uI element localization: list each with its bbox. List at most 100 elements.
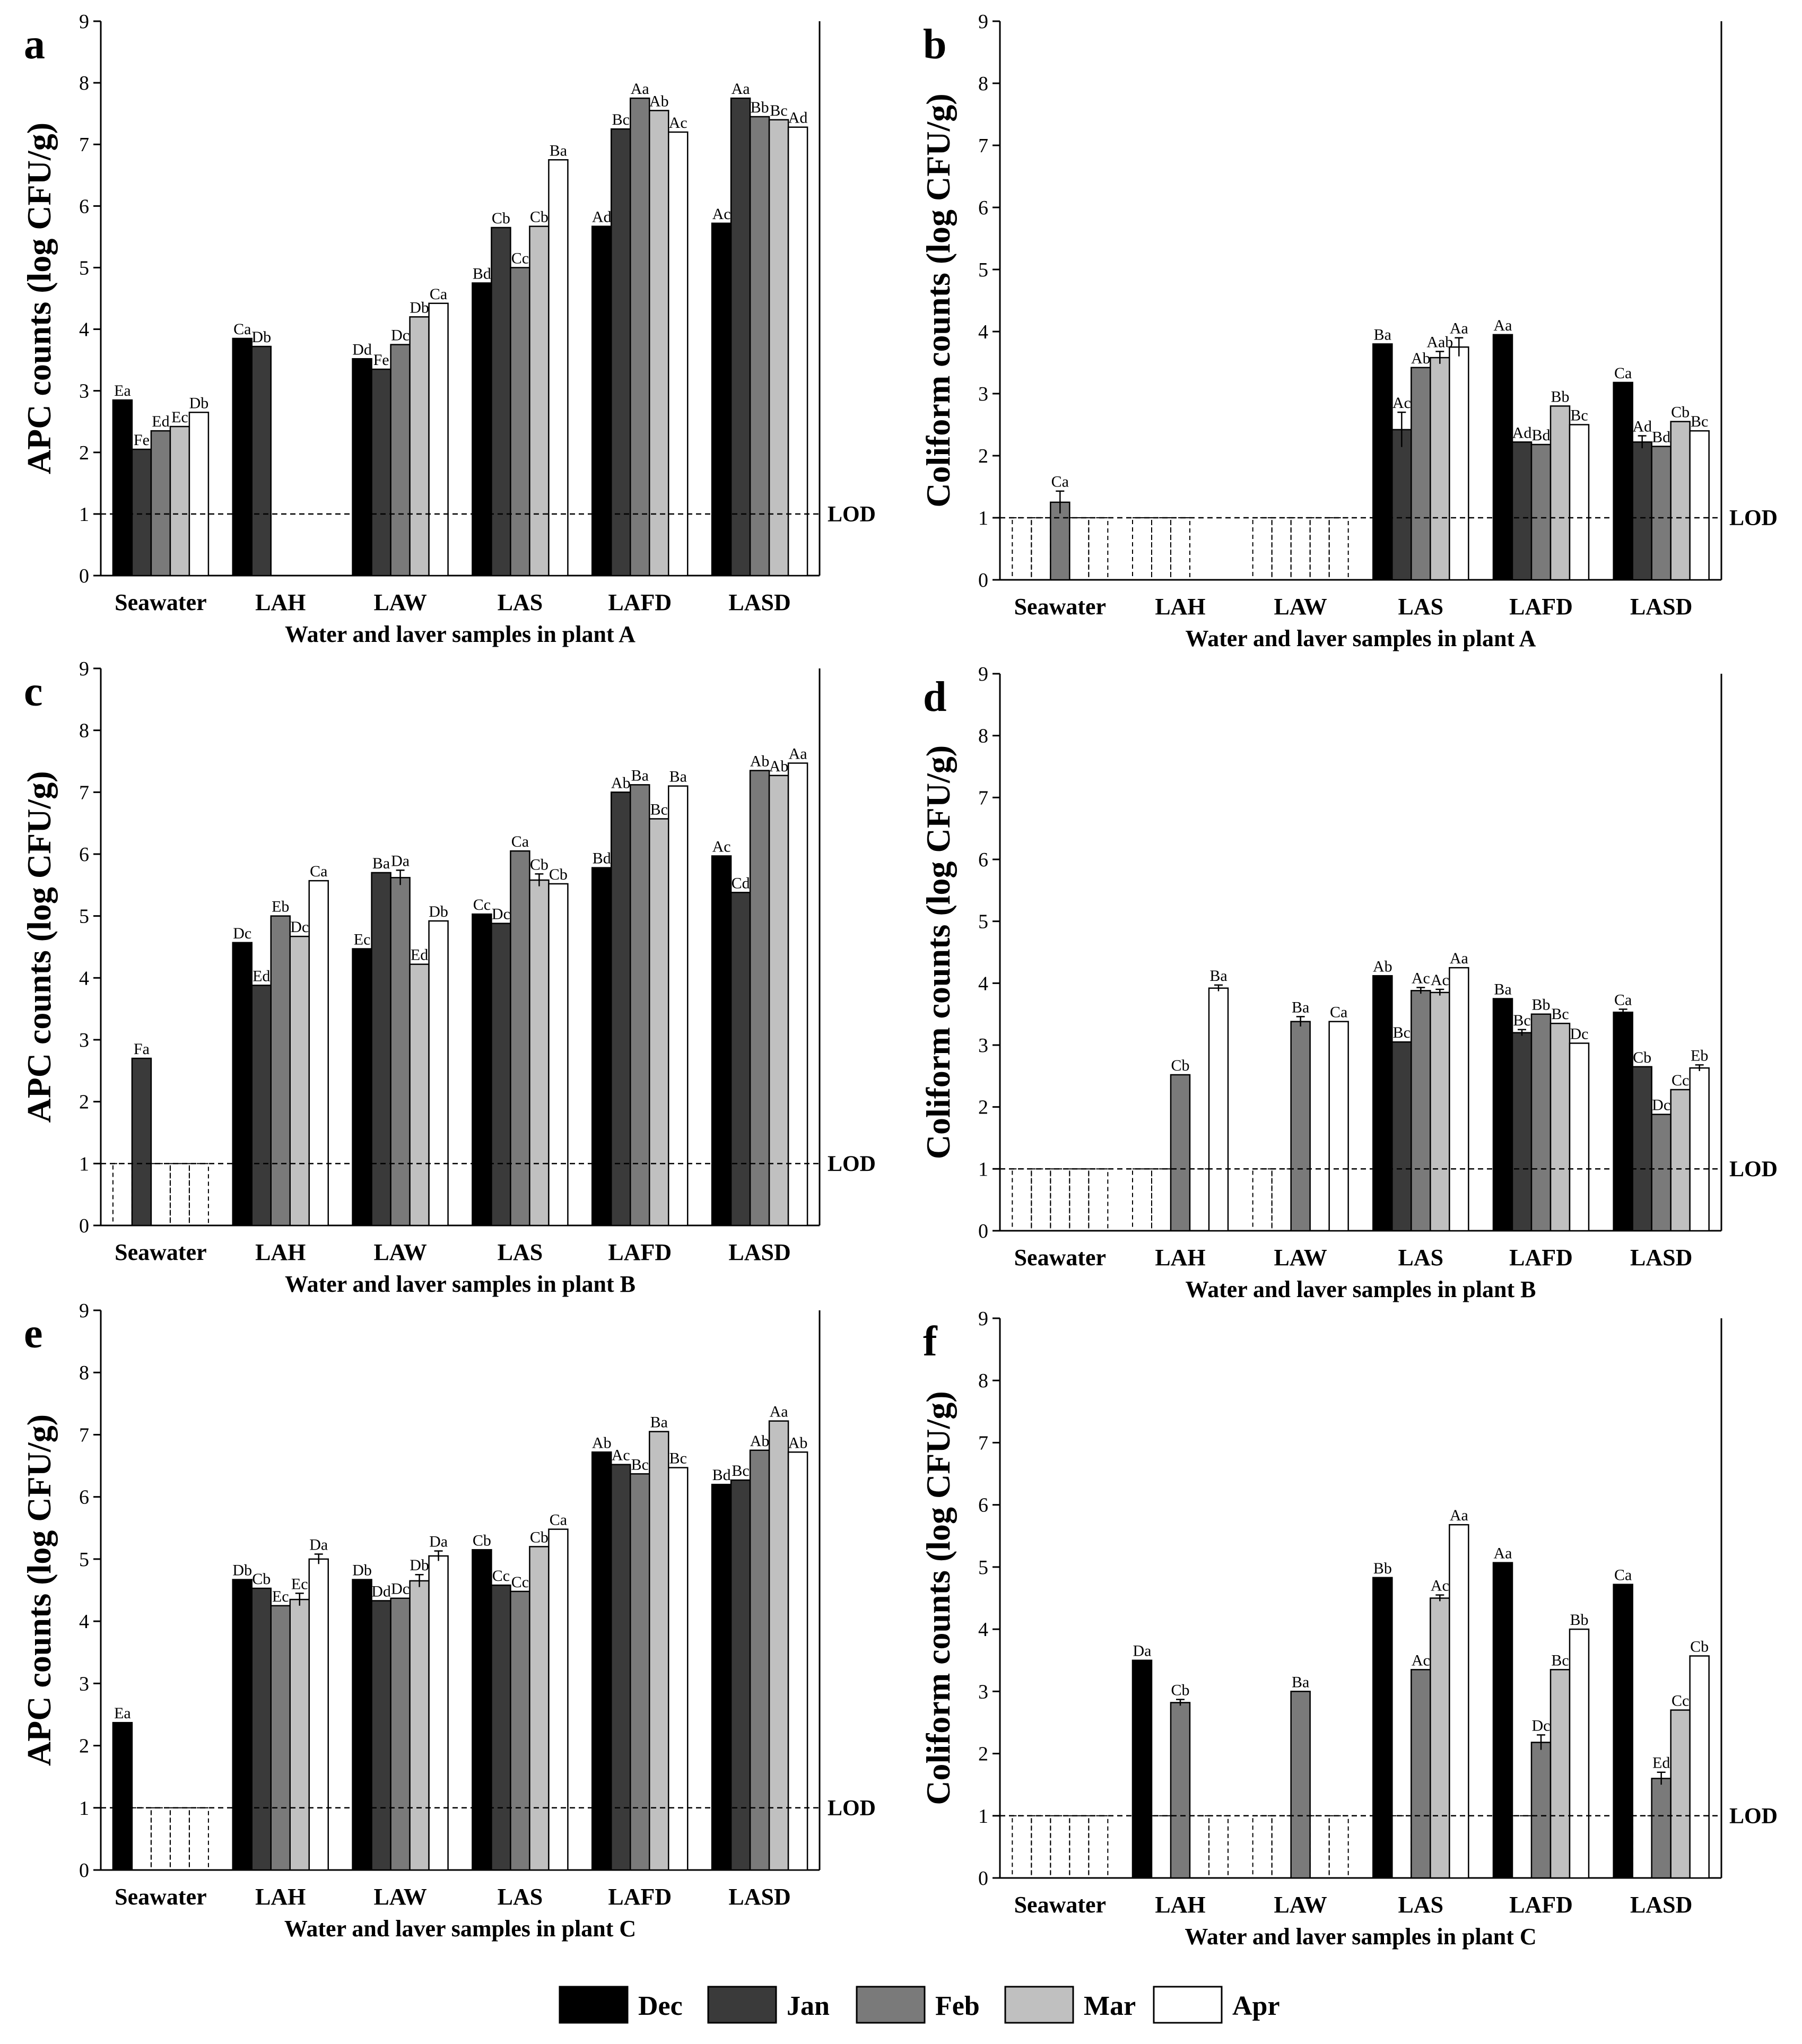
bar-below-lod-mar	[1309, 517, 1330, 580]
bar-below-lod-feb	[1290, 517, 1311, 580]
legend-swatch	[707, 1986, 777, 2024]
bar-below-lod-feb	[150, 1807, 171, 1871]
bar-dec	[711, 855, 732, 1227]
bar-feb	[749, 1449, 770, 1871]
significance-label: Ea	[114, 382, 131, 399]
significance-label: Aa	[1450, 1507, 1468, 1524]
significance-label: Eb	[272, 898, 289, 916]
bar-feb	[1411, 1669, 1431, 1879]
y-tick-label: 3	[79, 1029, 89, 1051]
bar-feb	[1170, 1702, 1191, 1879]
bar-below-lod-apr	[1328, 517, 1349, 580]
significance-label: Dc	[391, 1580, 410, 1598]
category-label: LAS	[1398, 594, 1444, 620]
y-tick-label: 7	[978, 787, 988, 809]
significance-label: Aa	[1494, 317, 1512, 334]
bar-dec	[591, 1451, 612, 1871]
category-label: Seawater	[115, 1884, 207, 1910]
bar-below-lod-jan	[1512, 1815, 1532, 1879]
panel-letter: e	[24, 1310, 43, 1357]
y-tick-label: 0	[978, 569, 988, 592]
bar-feb	[749, 770, 770, 1227]
bar-feb	[390, 344, 411, 577]
bar-dec	[1613, 381, 1633, 581]
significance-label: Da	[309, 1536, 328, 1554]
y-tick-label: 1	[978, 507, 988, 529]
lod-label: LOD	[828, 1796, 876, 1821]
significance-label: Fe	[134, 431, 150, 449]
bar-dec	[112, 1721, 133, 1871]
y-axis-title: Coliform counts (log CFU/g)	[919, 93, 957, 507]
y-tick-label: 2	[79, 1091, 89, 1114]
significance-label: Cd	[732, 874, 750, 892]
bar-dec	[352, 358, 372, 577]
bar-dec	[591, 867, 612, 1227]
significance-label: Ca	[233, 320, 251, 338]
category-label: LAS	[498, 1884, 543, 1910]
y-tick-label: 4	[978, 1619, 988, 1641]
significance-label: Dd	[352, 341, 372, 358]
y-tick-label: 5	[79, 1549, 89, 1571]
significance-label: Ab	[750, 753, 770, 770]
significance-label: Bc	[1570, 407, 1588, 424]
bar-feb	[1411, 990, 1431, 1232]
y-axis-title: Coliform counts (log CFU/g)	[919, 1391, 957, 1805]
y-tick-label: 7	[79, 781, 89, 804]
category-label: LAW	[1274, 594, 1327, 620]
significance-label: Aa	[770, 1403, 788, 1421]
bar-dec	[232, 1579, 253, 1871]
bar-below-lod-feb	[150, 1163, 171, 1226]
bar-below-lod-mar	[1069, 1815, 1090, 1879]
bar-dec	[1613, 1011, 1633, 1232]
bar-mar	[1549, 1669, 1571, 1879]
bar-mar	[1549, 1022, 1571, 1232]
bar-mar	[1430, 991, 1450, 1232]
bar-dec	[1492, 1562, 1513, 1879]
panel-f: 0 1 2 3 4 5 6 7 8 9 f Coliform counts (log CFU/g) Wa…	[919, 1308, 1778, 1950]
significance-label: Bb	[751, 99, 769, 116]
bar-below-lod-mar	[1309, 1815, 1330, 1879]
bar-jan	[1391, 429, 1412, 581]
bar-jan	[491, 923, 511, 1227]
significance-label: Aa	[1450, 950, 1468, 967]
significance-label: Ec	[354, 931, 371, 949]
bar-jan	[251, 1587, 272, 1871]
bar-apr	[1689, 1655, 1710, 1879]
bar-feb	[1651, 446, 1672, 581]
y-tick-label: 3	[978, 383, 988, 405]
bar-below-lod-jan	[1271, 517, 1292, 580]
bar-jan	[1632, 441, 1652, 581]
legend-item-jan: Jan	[707, 1986, 830, 2024]
significance-label: Da	[429, 1533, 448, 1551]
significance-label: Bb	[1373, 1560, 1392, 1577]
significance-label: Ec	[171, 408, 188, 426]
bar-apr	[1689, 1067, 1710, 1232]
significance-label: Cb	[530, 856, 549, 873]
bar-feb	[510, 1590, 530, 1871]
bar-apr	[428, 920, 449, 1227]
legend-label: Jan	[787, 1991, 830, 2021]
bar-feb	[150, 430, 171, 577]
significance-label: Ea	[114, 1704, 131, 1722]
bar-dec	[1492, 334, 1513, 581]
significance-label: Ba	[1292, 1673, 1309, 1691]
bar-mar	[768, 1420, 789, 1871]
bar-feb	[1530, 1742, 1552, 1879]
category-label: Seawater	[1014, 594, 1107, 620]
bar-jan	[371, 872, 391, 1227]
bar-jan	[730, 892, 751, 1227]
x-axis-title: Water and laver samples in plant A	[1186, 625, 1536, 651]
panel-letter: f	[923, 1318, 938, 1365]
panel-d: 0 1 2 3 4 5 6 7 8 9 d Coliform counts (log CFU/g) Wa…	[919, 663, 1778, 1302]
significance-label: Cc	[473, 896, 491, 914]
significance-label: Dd	[371, 1582, 391, 1600]
bar-feb	[1651, 1114, 1672, 1232]
bar-dec	[1492, 998, 1513, 1232]
x-axis-title: Water and laver samples in plant B	[1186, 1276, 1536, 1302]
significance-label: Aa	[631, 80, 649, 98]
significance-label: Fa	[134, 1040, 150, 1058]
significance-label: Ab	[1373, 958, 1392, 975]
y-tick-label: 2	[978, 445, 988, 467]
bar-dec	[352, 1579, 372, 1871]
